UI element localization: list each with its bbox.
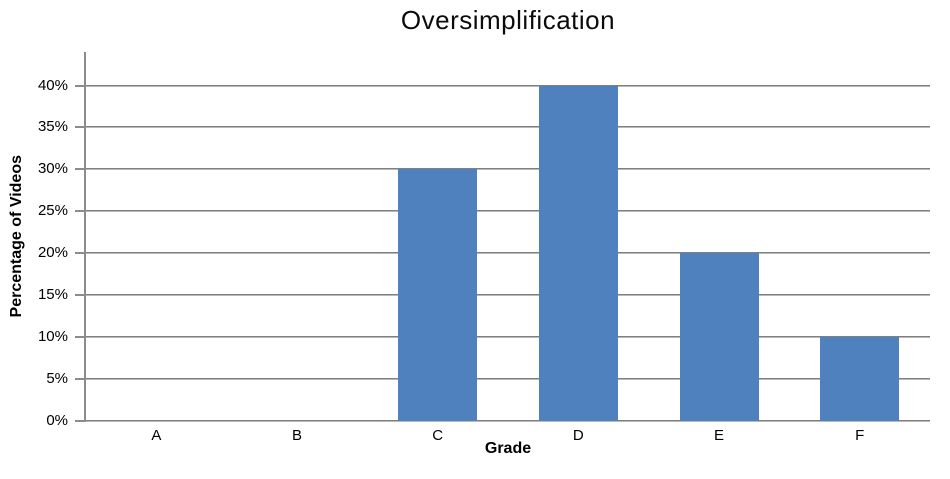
plot-area <box>75 52 930 422</box>
y-tick-label: 40% <box>37 76 68 94</box>
gridline <box>86 84 930 87</box>
y-tick-label: 5% <box>46 370 68 388</box>
y-axis-tick <box>75 252 86 255</box>
x-category-label: F <box>855 427 865 444</box>
bar-f <box>820 337 900 421</box>
gridline <box>86 168 930 171</box>
y-tick-label: 30% <box>37 160 68 178</box>
gridline <box>86 420 930 422</box>
gridline <box>86 336 930 339</box>
x-category-label: A <box>151 427 162 444</box>
bar-c <box>398 169 478 421</box>
gridline <box>86 126 930 129</box>
y-axis-tick <box>75 420 86 422</box>
gridline <box>86 378 930 381</box>
y-axis-tick <box>75 126 86 129</box>
gridline <box>86 252 930 255</box>
y-axis-tick <box>75 210 86 213</box>
y-tick-label: 0% <box>46 412 68 429</box>
chart-title: Oversimplification <box>400 5 616 35</box>
x-category-labels: A B C D E F <box>86 427 930 447</box>
x-category-label: E <box>713 427 725 444</box>
gridline <box>86 294 930 297</box>
y-axis-tick <box>75 294 86 297</box>
y-tick-label: 35% <box>37 118 68 136</box>
y-tick-label: 15% <box>37 286 68 304</box>
y-tick-labels: 0% 5% 10% 15% 20% 25% 30% 35% 40% <box>0 52 68 429</box>
bar-d <box>538 85 618 421</box>
y-axis-tick <box>75 168 86 171</box>
y-tick-label: 20% <box>37 244 68 262</box>
y-axis-tick <box>75 336 86 339</box>
x-category-label: C <box>432 427 444 444</box>
y-axis-line <box>84 52 86 421</box>
y-axis-tick <box>75 84 86 87</box>
x-category-label: D <box>572 427 584 444</box>
x-category-label: B <box>291 427 303 444</box>
x-axis-title: Grade <box>484 440 532 457</box>
bar-e <box>679 253 759 421</box>
y-tick-label: 10% <box>37 328 68 346</box>
gridline <box>86 210 930 213</box>
y-axis-tick <box>75 378 86 381</box>
y-tick-label: 25% <box>37 202 68 220</box>
